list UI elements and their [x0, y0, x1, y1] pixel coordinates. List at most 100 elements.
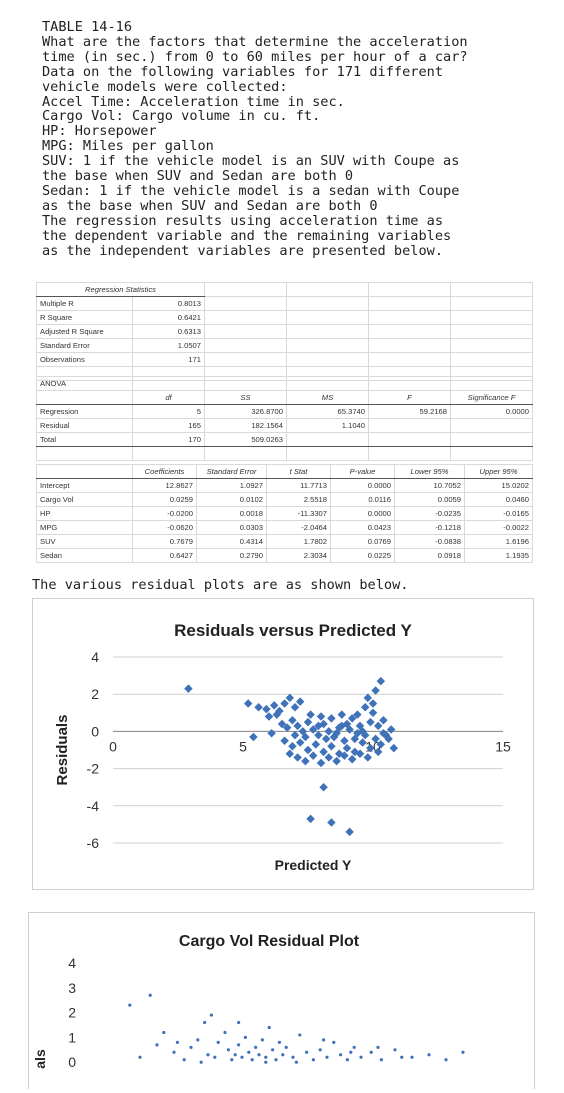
- regression-output-sheet: Regression Statistics Multiple R 0.8013 R …: [36, 282, 533, 566]
- coef-cell: 11.7713: [266, 478, 331, 493]
- data-point: [288, 715, 297, 725]
- data-point: [318, 1048, 322, 1052]
- problem-line: MPG: Miles per gallon: [42, 138, 214, 155]
- coef-cell: -0.1218: [394, 520, 465, 535]
- table-row: SUV 0.7679 0.4314 1.7802 0.0769 -0.0838 1.6196: [36, 534, 533, 549]
- data-point: [308, 751, 318, 760]
- data-point: [249, 732, 258, 742]
- data-point: [274, 1058, 278, 1062]
- data-point: [376, 1045, 380, 1049]
- empty-cell: [368, 338, 451, 353]
- y-tick-label: 2: [68, 1005, 76, 1021]
- coef-cell: 1.1935: [464, 548, 533, 563]
- anova-cell: 0.0000: [450, 404, 533, 419]
- data-point: [355, 749, 365, 758]
- data-point: [337, 721, 347, 731]
- data-point: [291, 1055, 295, 1059]
- empty-cell: [204, 296, 287, 311]
- anova-column-header: SS: [204, 390, 287, 405]
- coef-cell: 0.0059: [394, 492, 465, 507]
- data-point: [327, 742, 336, 751]
- coef-column-header: t Stat: [266, 464, 331, 479]
- coef-cell: -0.0200: [132, 506, 197, 521]
- regression-statistics-header: Regression Statistics: [36, 282, 205, 297]
- data-point: [366, 743, 375, 753]
- data-point: [311, 1058, 315, 1062]
- x-tick-label: 0: [109, 738, 117, 754]
- data-point: [349, 1050, 353, 1054]
- data-point: [327, 818, 336, 827]
- anova-title: ANOVA: [36, 376, 133, 391]
- coef-row-label: Intercept: [36, 478, 133, 493]
- data-point: [324, 727, 334, 736]
- y-tick-label: 2: [91, 686, 99, 702]
- data-point: [363, 753, 373, 762]
- data-point: [461, 1050, 465, 1054]
- stat-value: 0.8013: [132, 296, 205, 311]
- residual-plots-caption: The various residual plots are as shown …: [32, 577, 409, 593]
- data-point: [371, 686, 380, 695]
- empty-cell: [368, 296, 451, 311]
- empty-cell: [286, 296, 369, 311]
- x-tick-label: 15: [495, 738, 511, 754]
- data-point: [162, 1030, 166, 1035]
- coef-cell: 0.0000: [330, 478, 395, 493]
- coef-cell: 0.0102: [196, 492, 267, 507]
- coef-cell: -0.0235: [394, 506, 465, 521]
- empty-cell: [368, 352, 451, 367]
- data-point: [294, 1060, 298, 1064]
- problem-line: Accel Time: Acceleration time in sec.: [42, 93, 345, 110]
- stat-value: 1.0507: [132, 338, 205, 353]
- chart-title: Residuals versus Predicted Y: [174, 621, 412, 640]
- data-point: [368, 708, 378, 718]
- anova-cell: [450, 432, 533, 447]
- anova-cell: [286, 432, 369, 447]
- y-tick-label: 0: [91, 723, 99, 739]
- table-row: Sedan 0.6427 0.2790 2.3034 0.0225 0.0918 1.193…: [36, 548, 533, 563]
- data-point: [264, 712, 274, 721]
- data-point: [342, 743, 352, 753]
- table-row: HP -0.0200 0.0018 -11.3307 0.0000 -0.0235 -0.0…: [36, 506, 533, 521]
- coef-row-label: Sedan: [36, 548, 133, 563]
- data-point: [340, 751, 349, 760]
- data-point: [363, 693, 373, 703]
- empty-cell: [368, 324, 451, 339]
- stat-label: Adjusted R Square: [36, 324, 133, 339]
- data-point: [196, 1038, 200, 1042]
- data-point: [277, 1040, 281, 1044]
- data-point: [352, 1045, 356, 1049]
- coef-cell: 10.7052: [394, 478, 465, 493]
- data-point: [288, 742, 297, 751]
- stat-label: R Square: [36, 310, 133, 325]
- stat-value: 0.6313: [132, 324, 205, 339]
- problem-line: SUV: 1 if the vehicle model is an SUV wi…: [42, 153, 460, 170]
- anova-cell: 65.3740: [286, 404, 369, 419]
- data-point: [226, 1048, 230, 1052]
- data-point: [290, 702, 300, 712]
- problem-line: the base when SUV and Sedan are both 0: [42, 168, 353, 185]
- anova-cell: 326.8700: [204, 404, 287, 419]
- data-point: [172, 1050, 176, 1054]
- data-point: [206, 1053, 210, 1057]
- coef-cell: 0.0225: [330, 548, 395, 563]
- y-tick-label: -6: [87, 835, 100, 851]
- data-point: [243, 699, 253, 708]
- data-point: [203, 1020, 207, 1025]
- data-point: [280, 736, 289, 745]
- data-point: [376, 676, 386, 686]
- table-row: Standard Error 1.0507: [36, 338, 533, 353]
- empty-cell: [368, 310, 451, 325]
- table-row: Intercept 12.8627 1.0927 11.7713 0.0000 10.70…: [36, 478, 533, 493]
- data-point: [233, 1053, 237, 1057]
- coef-cell: 0.6427: [132, 548, 197, 563]
- table-row: Total 170 509.0263: [36, 432, 533, 447]
- data-point: [184, 684, 193, 693]
- anova-row-label: Total: [36, 432, 133, 447]
- table-row: Regression 5 326.8700 65.3740 59.2168 0.0000: [36, 404, 533, 419]
- stat-label: Multiple R: [36, 296, 133, 311]
- data-point: [262, 704, 271, 714]
- problem-line: as the base when SUV and Sedan are both …: [42, 197, 378, 214]
- empty-cell: [286, 338, 369, 353]
- stat-label: Standard Error: [36, 338, 133, 353]
- anova-cell: [368, 432, 451, 447]
